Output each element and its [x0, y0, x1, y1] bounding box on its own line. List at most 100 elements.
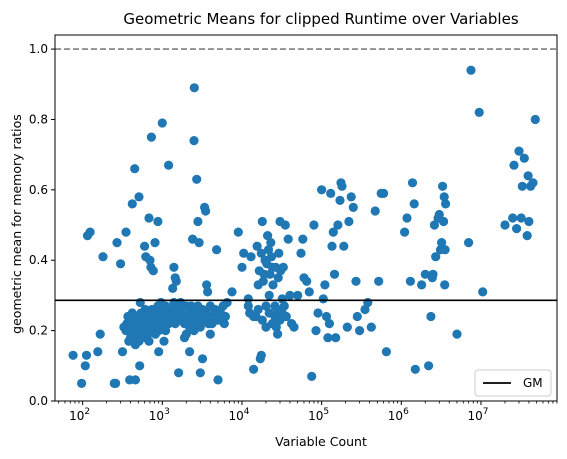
data-point — [298, 234, 308, 244]
data-point — [227, 287, 237, 297]
data-point — [256, 350, 266, 360]
legend-label-gm: GM — [523, 376, 543, 390]
data-point — [326, 188, 336, 198]
data-point — [331, 333, 341, 343]
data-point — [253, 304, 263, 315]
data-point — [116, 259, 126, 269]
data-point — [267, 319, 277, 329]
data-point — [194, 238, 204, 248]
data-point — [112, 238, 122, 248]
y-axis-label: geometric mean for memory ratios — [9, 114, 24, 334]
data-point — [280, 220, 290, 230]
data-point — [323, 333, 333, 343]
chart-title: Geometric Means for clipped Runtime over… — [123, 10, 518, 28]
data-point — [257, 315, 267, 325]
data-point — [514, 146, 524, 156]
data-point — [296, 248, 306, 258]
data-point — [511, 224, 522, 234]
data-point — [249, 364, 259, 374]
data-point — [524, 216, 534, 227]
data-point — [321, 311, 332, 322]
data-point — [243, 294, 253, 304]
data-point — [424, 361, 434, 371]
data-point — [203, 287, 213, 297]
data-point — [346, 192, 356, 202]
data-point — [339, 241, 349, 251]
data-point — [530, 114, 540, 125]
data-point — [127, 199, 137, 209]
data-point — [320, 280, 330, 290]
data-point — [363, 297, 373, 308]
data-point — [95, 329, 105, 339]
data-point — [130, 375, 140, 385]
data-point — [243, 301, 253, 311]
axes: 0.0 0.2 0.4 0.6 0.8 1.0 102 103 104 105 106 107 — [29, 34, 558, 423]
data-point — [440, 245, 450, 255]
data-point — [437, 238, 447, 248]
data-point — [81, 350, 92, 360]
data-point — [263, 231, 273, 241]
data-point — [281, 311, 291, 322]
data-point — [409, 199, 419, 209]
data-point — [193, 216, 203, 227]
data-point — [164, 160, 174, 170]
data-point — [98, 252, 108, 262]
data-point — [519, 153, 529, 163]
data-point — [329, 269, 340, 279]
data-point — [189, 83, 199, 93]
data-point — [333, 220, 343, 230]
data-point — [220, 311, 230, 322]
data-point — [522, 231, 532, 241]
data-point — [434, 209, 444, 220]
data-point — [239, 248, 249, 258]
data-point — [410, 364, 420, 374]
data-point — [348, 202, 358, 212]
data-point — [420, 269, 430, 279]
data-point — [218, 301, 228, 311]
data-point — [213, 375, 223, 385]
data-point — [508, 213, 518, 223]
data-point — [205, 329, 215, 339]
data-point — [342, 322, 352, 332]
data-point — [265, 269, 275, 279]
data-point — [407, 178, 418, 188]
data-point — [379, 188, 389, 198]
data-point — [328, 227, 338, 237]
data-point — [417, 280, 427, 290]
data-point — [117, 347, 128, 357]
data-point — [237, 262, 247, 272]
x-axis-label: Variable Count — [275, 434, 367, 449]
data-point — [246, 252, 256, 262]
data-point — [195, 368, 205, 378]
data-point — [327, 241, 337, 251]
data-point — [157, 118, 167, 128]
data-point — [197, 354, 208, 364]
data-point — [257, 216, 267, 227]
data-point — [400, 227, 410, 237]
data-point — [279, 301, 289, 311]
data-point — [168, 283, 178, 293]
data-point — [431, 252, 441, 262]
data-point — [381, 347, 391, 357]
data-point — [274, 248, 284, 258]
data-point — [402, 213, 412, 223]
data-point — [426, 311, 436, 322]
data-point — [517, 181, 527, 191]
data-point — [263, 245, 274, 255]
data-point — [324, 319, 334, 329]
data-point — [439, 192, 449, 202]
data-point — [474, 107, 484, 117]
data-point — [153, 216, 163, 227]
data-point — [80, 361, 90, 371]
data-point — [256, 248, 266, 258]
data-point — [148, 266, 158, 276]
data-point — [144, 336, 154, 346]
data-point — [509, 160, 519, 170]
data-point — [276, 266, 286, 276]
data-point — [440, 280, 450, 290]
data-point — [360, 304, 370, 315]
data-point — [268, 280, 278, 290]
data-point — [266, 238, 276, 248]
data-point — [335, 195, 345, 205]
